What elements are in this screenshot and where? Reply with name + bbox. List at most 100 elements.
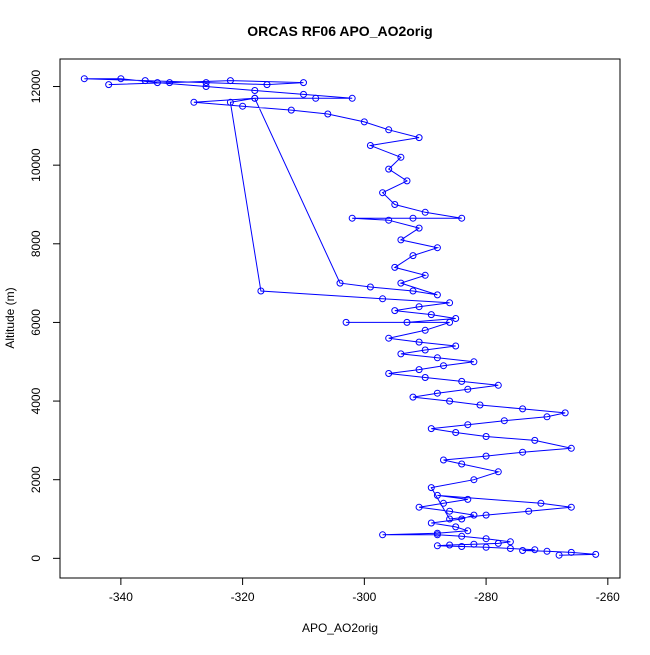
data-point — [543, 547, 551, 555]
y-tick-label: 6000 — [29, 309, 43, 336]
data-point — [379, 531, 387, 539]
data-point — [397, 279, 405, 287]
data-point — [433, 389, 441, 397]
data-point — [391, 307, 399, 315]
axes-layer: -340 -320 -300 -280 -260 0 2000 4000 6000 8000 100… — [29, 70, 620, 604]
data-point — [226, 98, 234, 106]
data-point — [446, 507, 454, 515]
data-point — [470, 511, 478, 519]
data-point — [379, 295, 387, 303]
data-point — [117, 75, 125, 83]
data-point — [433, 491, 441, 499]
data-point — [415, 366, 423, 374]
data-point — [464, 495, 472, 503]
data-point — [567, 548, 575, 556]
data-point — [397, 236, 405, 244]
data-point — [409, 393, 417, 401]
data-point — [452, 429, 460, 436]
data-point — [506, 545, 514, 552]
data-point — [141, 77, 149, 85]
data-point — [80, 75, 88, 83]
y-tick-label: 8000 — [29, 230, 43, 257]
data-point — [403, 318, 411, 326]
x-tick-label: -260 — [596, 590, 620, 604]
data-point — [482, 535, 490, 543]
data-point — [482, 511, 490, 519]
data-point — [421, 326, 429, 334]
data-point — [415, 224, 423, 232]
data-point — [287, 106, 295, 114]
y-tick-label: 2000 — [29, 466, 43, 493]
data-point — [519, 448, 527, 456]
plot-frame — [59, 58, 621, 579]
data-point — [415, 338, 423, 346]
y-tick-label: 12000 — [29, 70, 43, 104]
data-point — [470, 358, 478, 366]
data-point — [525, 507, 533, 515]
data-point — [446, 397, 454, 405]
data-point — [470, 476, 478, 484]
data-point — [519, 405, 527, 413]
data-point — [482, 433, 490, 440]
data-point — [336, 279, 344, 287]
data-point — [440, 456, 447, 464]
data-point — [312, 94, 320, 102]
x-tick-label: -320 — [231, 590, 255, 604]
y-tick-label: 4000 — [29, 387, 43, 414]
data-point — [427, 484, 435, 492]
data-point — [440, 499, 447, 507]
data-point — [300, 79, 307, 87]
data-point — [202, 79, 210, 87]
data-point — [385, 334, 393, 342]
data-point — [561, 409, 569, 417]
data-point — [567, 444, 575, 452]
x-tick-label: -300 — [352, 590, 376, 604]
data-point — [360, 118, 368, 126]
data-point — [433, 354, 441, 362]
series-line — [84, 78, 596, 556]
data-point — [433, 529, 441, 537]
data-point — [458, 214, 466, 222]
data-point — [421, 271, 429, 279]
data-point — [458, 543, 466, 550]
data-point — [452, 523, 460, 531]
data-point — [470, 540, 478, 548]
data-point — [519, 547, 527, 554]
data-point — [427, 425, 435, 433]
data-point — [403, 177, 411, 185]
data-point — [105, 81, 113, 89]
data-point — [226, 77, 234, 85]
data-point — [415, 303, 423, 311]
data-point — [567, 503, 575, 511]
y-tick-label: 10000 — [29, 148, 43, 182]
data-point — [348, 214, 356, 222]
data-point — [202, 83, 210, 90]
data-point — [366, 142, 374, 149]
plot-border — [59, 58, 621, 579]
data-point — [446, 299, 454, 307]
data-point — [494, 381, 502, 389]
data-point — [385, 216, 393, 224]
data-point — [379, 189, 387, 197]
data-point — [409, 214, 417, 222]
x-axis-label: APO_AO2orig — [302, 621, 378, 635]
data-point — [506, 538, 514, 546]
data-point — [421, 374, 429, 381]
data-point — [433, 291, 441, 299]
data-point — [397, 350, 405, 358]
data-point — [427, 311, 435, 319]
data-point — [415, 134, 423, 142]
data-point — [300, 90, 307, 98]
data-point — [190, 98, 198, 106]
data-point — [531, 436, 539, 444]
data-point — [153, 79, 161, 87]
x-tick-label: -280 — [474, 590, 498, 604]
data-point — [166, 79, 174, 87]
data-point — [464, 385, 472, 393]
data-point — [537, 499, 545, 507]
data-point — [458, 515, 466, 523]
data-point — [421, 346, 429, 354]
data-point — [366, 283, 374, 291]
